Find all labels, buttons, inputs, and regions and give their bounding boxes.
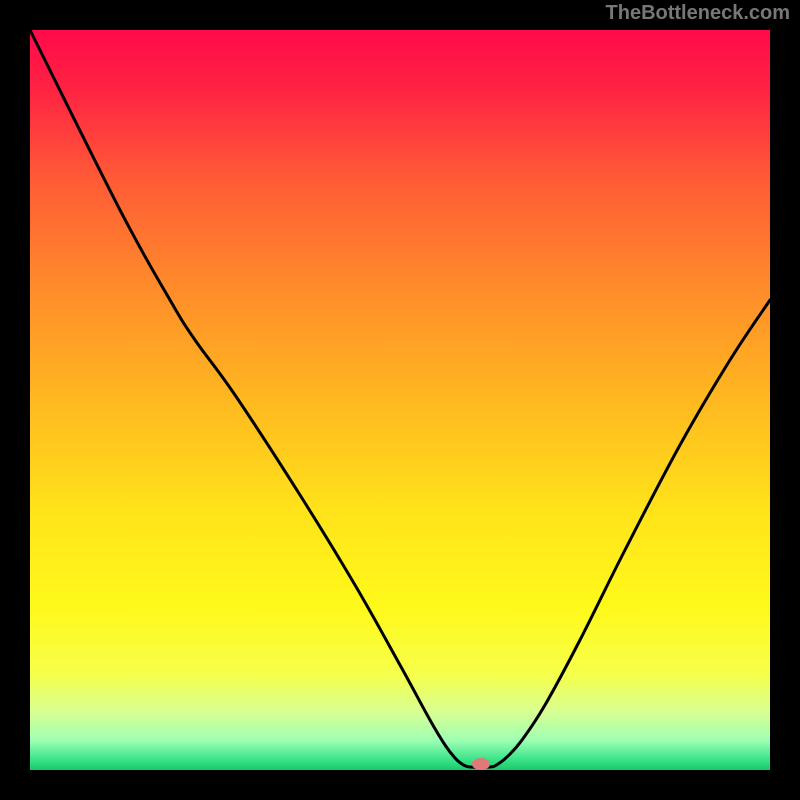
watermark-text: TheBottleneck.com: [606, 2, 790, 25]
plot-area: [30, 30, 770, 770]
bottleneck-chart: [0, 0, 800, 800]
optimal-marker: [472, 758, 490, 770]
